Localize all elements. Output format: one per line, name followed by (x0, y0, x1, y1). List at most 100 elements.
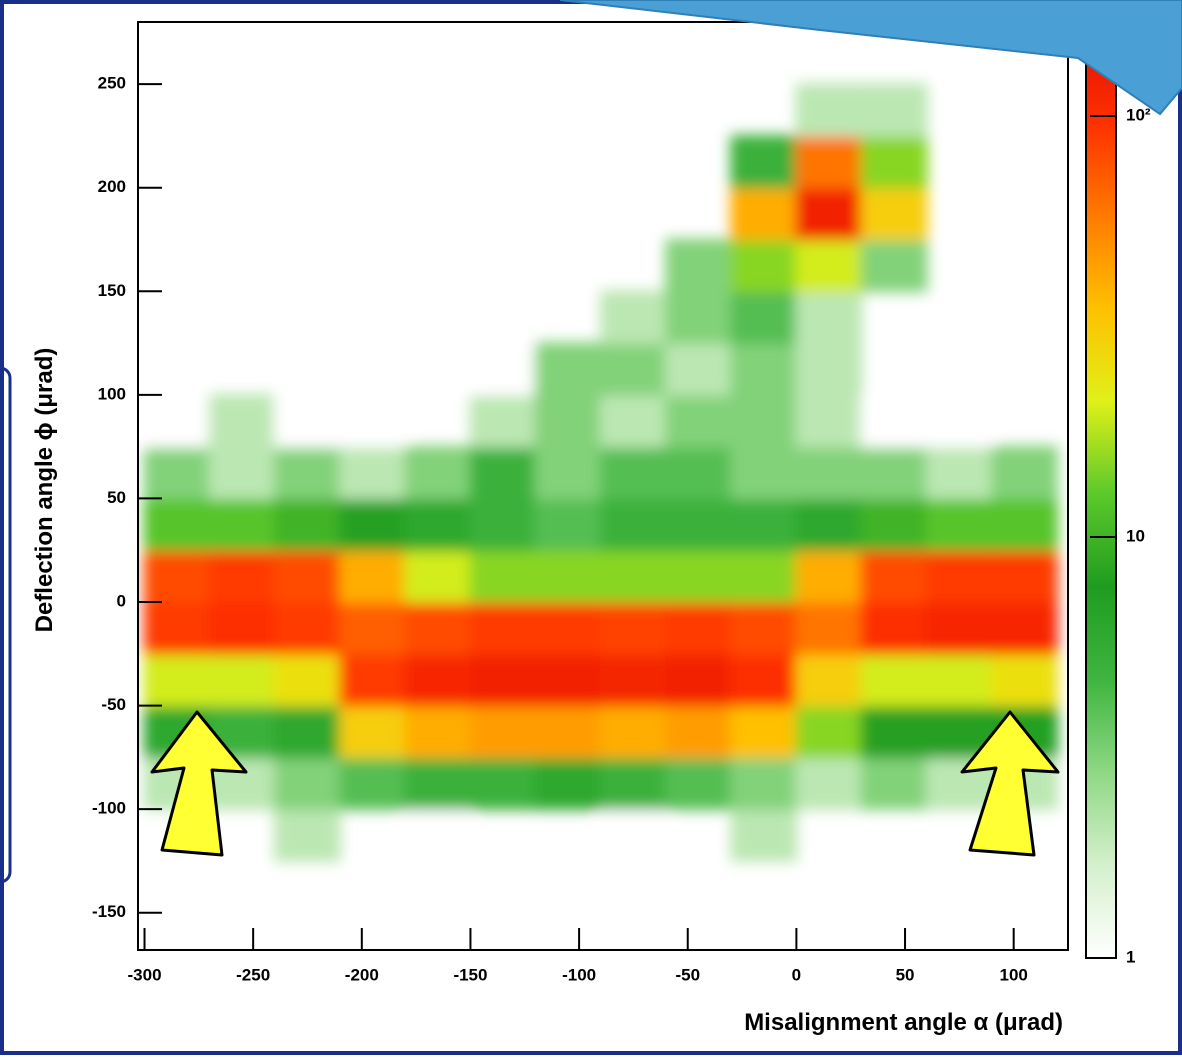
heat-cell (534, 652, 602, 707)
heat-cell (404, 497, 472, 552)
heat-cell (143, 393, 211, 448)
heat-cell (795, 497, 863, 552)
heat-cell (339, 652, 407, 707)
heat-cell (469, 445, 537, 500)
heat-cell (795, 601, 863, 655)
heat-cell (404, 808, 472, 862)
heat-cell (273, 808, 342, 862)
heat-cell (925, 549, 993, 603)
z-tick-label: 10 (1126, 526, 1145, 545)
heat-cell (469, 393, 537, 448)
arrow-right (960, 710, 1060, 857)
heat-cell (469, 549, 537, 603)
plot-frame (137, 21, 1069, 951)
heat-cell (860, 134, 928, 189)
heat-cell (795, 342, 863, 396)
heat-cell (599, 497, 668, 552)
heat-cell (860, 497, 928, 552)
heat-cell (860, 445, 928, 500)
heat-cell (273, 652, 342, 707)
heat-cell (469, 342, 537, 396)
heat-cell (730, 652, 798, 707)
heat-cell (469, 704, 537, 759)
heat-cell (208, 497, 276, 552)
x-tick-label: -250 (236, 965, 270, 984)
heat-cell (730, 290, 798, 345)
heat-cell (990, 445, 1059, 500)
heat-cell (208, 549, 276, 603)
heat-cell (599, 393, 668, 448)
z-tick-label: 10² (1126, 105, 1151, 124)
heat-cell (534, 342, 602, 396)
x-tick-label: -100 (562, 965, 596, 984)
heat-cell (730, 134, 798, 189)
heat-cell (730, 704, 798, 759)
heat-cell (730, 238, 798, 293)
heat-cell (534, 549, 602, 603)
heat-cell (599, 808, 668, 862)
y-tick-label: 0 (117, 591, 126, 610)
heat-cell (339, 704, 407, 759)
heat-cell (599, 290, 668, 345)
heat-cell (665, 445, 733, 500)
heat-cell (795, 445, 863, 500)
y-tick-label: -150 (92, 902, 126, 921)
heat-cell (730, 393, 798, 448)
heat-cell (208, 445, 276, 500)
color-bar (1085, 29, 1117, 959)
heat-cell (599, 756, 668, 811)
y-tick-label: 200 (98, 177, 126, 196)
heat-cell (339, 601, 407, 655)
x-tick-label: -150 (453, 965, 487, 984)
x-tick-label: -50 (675, 965, 700, 984)
heat-cell (665, 549, 733, 603)
heat-cell (469, 756, 537, 811)
y-tick-label: 100 (98, 384, 126, 403)
heat-cell (404, 445, 472, 500)
heat-cell (404, 290, 472, 345)
heatmap (143, 83, 1059, 914)
heat-cell (534, 601, 602, 655)
heat-cell (665, 290, 733, 345)
heat-cell (273, 756, 342, 811)
heat-cell (404, 652, 472, 707)
side-box (0, 366, 12, 884)
heat-cell (925, 652, 993, 707)
heat-cell (665, 342, 733, 396)
heat-cell (795, 238, 863, 293)
heat-cell (534, 445, 602, 500)
heat-cell (665, 238, 733, 293)
heat-cell (599, 652, 668, 707)
heat-cell (990, 497, 1059, 552)
heat-cell (795, 756, 863, 811)
x-axis-title: Misalignment angle α (μrad) (744, 1009, 1063, 1036)
heat-cell (273, 445, 342, 500)
heat-cell (925, 393, 993, 448)
heat-cell (469, 601, 537, 655)
x-tick-label: -300 (128, 965, 162, 984)
heat-cell (273, 393, 342, 448)
heat-cell (599, 601, 668, 655)
x-tick-label: 50 (896, 965, 915, 984)
heat-cell (534, 859, 602, 914)
heat-cell (860, 756, 928, 811)
heat-cell (143, 445, 211, 500)
heat-cell (404, 756, 472, 811)
heat-cell (730, 186, 798, 241)
heat-cell (860, 704, 928, 759)
heat-cell (730, 549, 798, 603)
heat-cell (143, 652, 211, 707)
heat-cell (273, 497, 342, 552)
heat-cell (860, 238, 928, 293)
heat-cell (273, 601, 342, 655)
x-tick-label: 100 (999, 965, 1027, 984)
heat-cell (730, 756, 798, 811)
heat-cell (208, 393, 276, 448)
arrow-left (150, 710, 248, 857)
heat-cell (599, 704, 668, 759)
heat-cell (143, 601, 211, 655)
heat-cell (534, 497, 602, 552)
heat-cell (730, 497, 798, 552)
heat-cell (730, 342, 798, 396)
